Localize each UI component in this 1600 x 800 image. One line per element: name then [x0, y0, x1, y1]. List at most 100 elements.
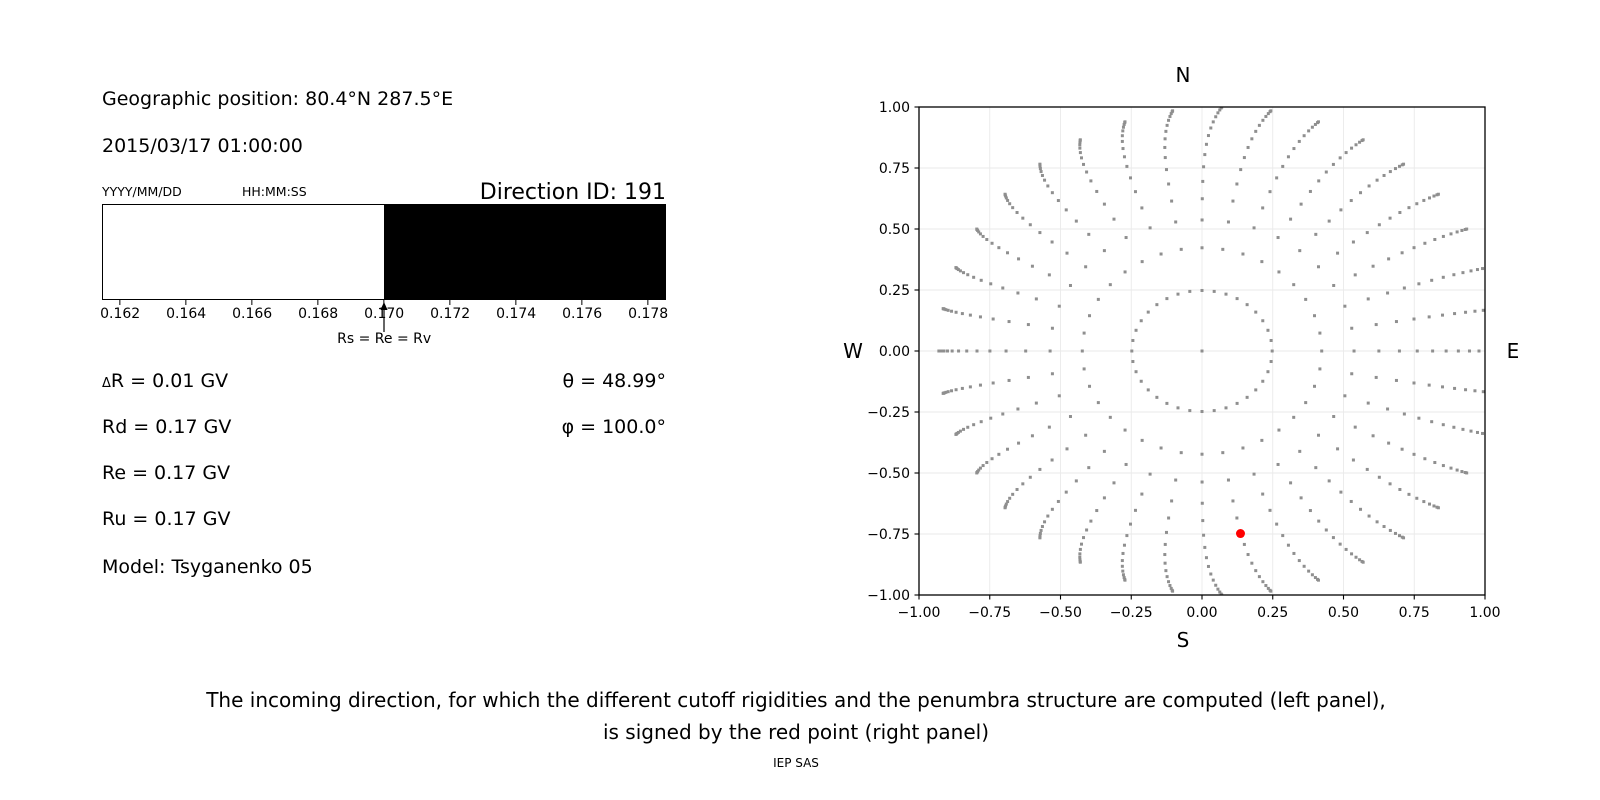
direction-dot [1299, 202, 1303, 206]
direction-dot [1038, 167, 1042, 171]
direction-dot [1261, 379, 1265, 383]
phi-text: φ = 100.0° [561, 416, 666, 438]
direction-dot [1304, 297, 1308, 301]
direction-dot [1163, 542, 1167, 546]
direction-dot [954, 310, 958, 314]
direction-dot [1001, 412, 1005, 416]
model-text: Model: Tsyganenko 05 [102, 556, 313, 578]
penumbra-x-tick [647, 300, 649, 305]
direction-dot [1102, 449, 1106, 453]
direction-dot [1231, 199, 1235, 203]
direction-dot [937, 349, 941, 353]
direction-dot [950, 309, 954, 313]
direction-dot [1486, 266, 1489, 269]
direction-dot [1289, 217, 1293, 221]
direction-dot [1003, 506, 1007, 510]
direction-dot [1336, 251, 1340, 255]
direction-dot [1164, 168, 1168, 172]
direction-dot [1004, 349, 1008, 353]
direction-dot [1165, 123, 1169, 127]
direction-dot [1212, 409, 1216, 413]
direction-dot [1436, 192, 1440, 196]
direction-dot [1481, 308, 1485, 312]
direction-dot [1050, 372, 1054, 376]
direction-dot [1120, 134, 1124, 138]
penumbra-axis: Rs = Re = Rv 0.1620.1640.1660.1680.1700.… [100, 300, 668, 360]
direction-dot [1412, 452, 1416, 456]
direction-dot [1006, 447, 1010, 451]
direction-dot [1038, 467, 1042, 471]
direction-dot [1120, 559, 1124, 563]
direction-dot [1361, 560, 1365, 564]
direction-dot [1120, 564, 1124, 568]
penumbra-x-tick-label: 0.166 [232, 306, 273, 322]
direction-dot [1382, 173, 1386, 177]
direction-dot [1465, 471, 1469, 475]
direction-dot [1050, 240, 1054, 244]
direction-dot [1121, 129, 1125, 133]
direction-dot [991, 381, 995, 385]
direction-dot [968, 385, 972, 389]
penumbra-x-tick [449, 300, 451, 305]
direction-dot [1078, 552, 1082, 556]
direction-dot [1007, 378, 1011, 382]
penumbra-band-forbidden [384, 205, 665, 299]
caption-line-1: The incoming direction, for which the di… [206, 688, 1386, 712]
direction-dot [1503, 350, 1506, 353]
x-axis-tick-label: −1.00 [898, 605, 941, 621]
direction-dot [1428, 502, 1432, 506]
direction-dot [1216, 111, 1220, 115]
direction-dot [1211, 578, 1215, 582]
direction-dot [1123, 120, 1127, 124]
direction-dot [1200, 410, 1204, 414]
direction-dot [1043, 520, 1047, 524]
direction-dot [1146, 388, 1150, 392]
direction-dot [1377, 349, 1381, 353]
direction-dot [1167, 182, 1171, 186]
direction-dot [1078, 555, 1082, 559]
direction-dot [1336, 447, 1340, 451]
direction-dot [1050, 507, 1054, 511]
direction-dot [1261, 319, 1265, 323]
direction-dot [1441, 423, 1445, 427]
direction-dot [1343, 394, 1347, 398]
direction-dot [1245, 303, 1249, 307]
direction-dot [1473, 309, 1477, 313]
direction-dot [1188, 409, 1192, 413]
direction-dot [1078, 146, 1082, 150]
direction-dot [1163, 145, 1167, 149]
y-axis-tick-label: 0.25 [879, 283, 910, 299]
direction-dot [1275, 176, 1279, 180]
direction-dot [1064, 208, 1068, 212]
direction-dot [1313, 576, 1317, 580]
theta-text: θ = 48.99° [562, 370, 666, 392]
direction-dot [1004, 196, 1008, 200]
direction-dot [1318, 331, 1322, 335]
direction-dot [1129, 176, 1133, 180]
direction-dot [1089, 179, 1093, 183]
direction-dot [1048, 349, 1052, 353]
direction-dot [1289, 481, 1293, 485]
direction-dot [1324, 170, 1328, 174]
direction-dot [972, 275, 976, 279]
direction-dot [958, 429, 962, 433]
direction-dot [1079, 156, 1083, 160]
direction-dot [1331, 536, 1335, 540]
direction-dot [1148, 472, 1152, 476]
direction-dot [981, 464, 985, 468]
direction-dot [1452, 273, 1456, 277]
direction-dot [1250, 137, 1254, 141]
delta-r-value: R = 0.01 GV [110, 370, 229, 392]
direction-dot [985, 237, 989, 241]
direction-dot [978, 232, 982, 236]
direction-dot [1170, 499, 1174, 503]
direction-dot [958, 269, 962, 273]
direction-dot [1394, 378, 1398, 382]
direction-dot [1224, 292, 1228, 296]
direction-dot [1242, 156, 1246, 160]
compass-north-label: N [1176, 63, 1191, 87]
direction-dot [1473, 389, 1477, 393]
direction-dot [1140, 206, 1144, 210]
caption-line-2: is signed by the red point (right panel) [602, 720, 990, 744]
direction-dot [1008, 496, 1012, 500]
